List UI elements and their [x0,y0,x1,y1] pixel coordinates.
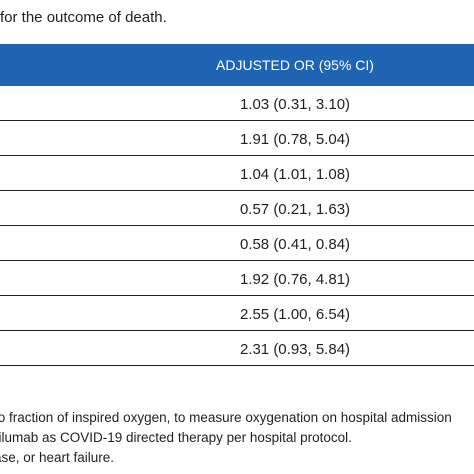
adjusted-or-cell: 1.03 (0.31, 3.10) [239,96,351,113]
footnote: to fraction of inspired oxygen, to measu… [0,410,452,425]
adjusted-or-cell: 1.92 (0.76, 4.81) [239,271,351,288]
table-row: 1.91 (0.78, 5.04) [0,121,474,156]
footnote: rilumab as COVID-19 directed therapy per… [0,430,352,445]
adjusted-or-cell: 0.57 (0.21, 1.63) [239,201,351,218]
adjusted-or-cell: 1.04 (1.01, 1.08) [239,166,351,183]
footnote: ase, or heart failure. [0,450,115,465]
table-row: 1.04 (1.01, 1.08) [0,156,474,191]
adjusted-or-cell: 0.58 (0.41, 0.84) [239,236,351,253]
table-row: 1.03 (0.31, 3.10) [0,86,474,121]
table-row: 2.55 (1.00, 6.54) [0,296,474,331]
adjusted-or-cell: 1.91 (0.78, 5.04) [239,131,351,148]
adjusted-or-cell: 2.55 (1.00, 6.54) [239,306,351,323]
table-row: 0.57 (0.21, 1.63) [0,191,474,226]
column-header-adjusted-or: ADJUSTED OR (95% CI) [216,57,374,73]
table-row: 0.58 (0.41, 0.84) [0,226,474,261]
table-header-row: ADJUSTED OR (95% CI) [0,44,474,86]
data-table: ADJUSTED OR (95% CI) 1.03 (0.31, 3.10) 1… [0,44,474,366]
table-caption: for the outcome of death. [0,9,167,26]
table-row: 1.92 (0.76, 4.81) [0,261,474,296]
table-row: 2.31 (0.93, 5.84) [0,331,474,366]
adjusted-or-cell: 2.31 (0.93, 5.84) [239,341,351,358]
table-footnotes: to fraction of inspired oxygen, to measu… [0,408,452,468]
table-body: 1.03 (0.31, 3.10) 1.91 (0.78, 5.04) 1.04… [0,86,474,366]
